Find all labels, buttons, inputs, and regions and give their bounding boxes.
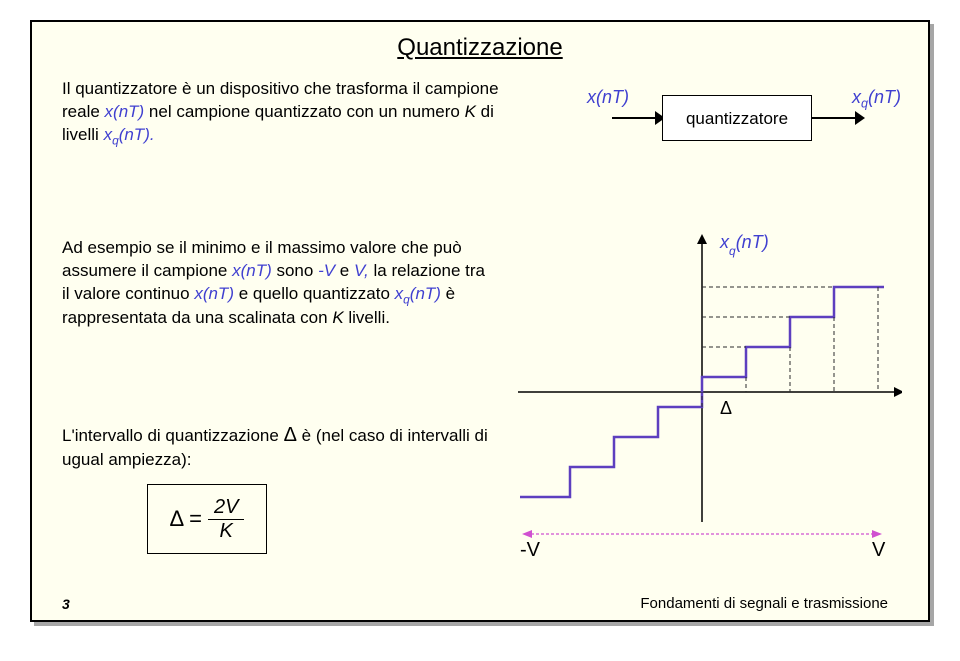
formula-denominator: K xyxy=(208,520,244,543)
delta-symbol: Δ xyxy=(284,424,297,446)
xqnT-symbol: xq(nT). xyxy=(104,125,155,144)
text: sono xyxy=(272,261,318,280)
slide-frame: Quantizzazione Il quantizzatore è un dis… xyxy=(30,20,930,622)
xnT-symbol: x(nT) xyxy=(105,102,145,121)
minusV-symbol: -V xyxy=(318,261,335,280)
staircase-chart: Δ-VVxq(nT)x(nT) xyxy=(502,222,902,562)
text: e xyxy=(335,261,354,280)
page-title: Quantizzazione xyxy=(32,34,928,62)
text: L'intervallo di quantizzazione xyxy=(62,426,284,445)
text: e quello quantizzato xyxy=(234,284,395,303)
V-symbol: V, xyxy=(354,261,369,280)
text: nel campione quantizzato con un numero xyxy=(144,102,464,121)
example-paragraph: Ad esempio se il minimo e il massimo val… xyxy=(62,237,492,330)
svg-text:-V: -V xyxy=(520,539,541,561)
xqnT-symbol: xq(nT) xyxy=(395,284,441,303)
xnT-symbol: x(nT) xyxy=(194,284,234,303)
page-number: 3 xyxy=(62,596,70,612)
intro-paragraph: Il quantizzatore è un dispositivo che tr… xyxy=(62,78,532,148)
formula-box: Δ = 2V K xyxy=(147,484,267,554)
arrow-out-head xyxy=(855,111,865,125)
footer-text: Fondamenti di segnali e trasmissione xyxy=(640,595,888,612)
block-output-label: xq(nT) xyxy=(852,87,901,111)
formula-lhs: Δ = xyxy=(170,506,202,532)
block-diagram: x(nT) quantizzatore xq(nT) xyxy=(562,87,912,152)
text: livelli. xyxy=(344,308,390,327)
formula-numerator: 2V xyxy=(208,496,244,520)
svg-text:V: V xyxy=(872,539,886,561)
interval-paragraph: L'intervallo di quantizzazione Δ è (nel … xyxy=(62,422,492,472)
svg-text:Δ: Δ xyxy=(720,398,732,418)
quantizer-box: quantizzatore xyxy=(662,95,812,141)
staircase-svg: Δ-VVxq(nT)x(nT) xyxy=(502,222,902,562)
K-symbol: K xyxy=(332,308,343,327)
xnT-symbol: x(nT) xyxy=(232,261,272,280)
block-input-label: x(nT) xyxy=(587,87,629,108)
svg-text:xq(nT): xq(nT) xyxy=(719,232,769,258)
K-symbol: K xyxy=(465,102,476,121)
